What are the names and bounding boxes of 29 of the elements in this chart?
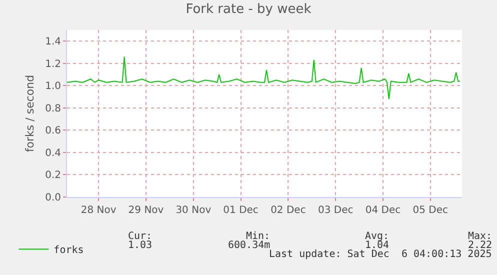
x-tick-label: 02 Dec bbox=[270, 205, 306, 216]
line-series bbox=[67, 56, 461, 100]
legend-label: forks bbox=[54, 244, 84, 256]
text: 1.03 bbox=[128, 240, 152, 251]
y-axis-title: forks / second bbox=[24, 74, 37, 152]
y-tick-label: 0.8 bbox=[45, 103, 61, 114]
x-tick-label: 28 Nov bbox=[80, 205, 116, 216]
y-tick-label: 0.2 bbox=[45, 170, 61, 182]
x-tick-label: 29 Nov bbox=[128, 205, 164, 216]
y-tick-label: 1.2 bbox=[45, 58, 61, 70]
text: 2.22 bbox=[468, 240, 492, 251]
chart-title: Fork rate - by week bbox=[186, 2, 312, 18]
text: Last update: Sat Dec 6 04:00:13 2025 bbox=[269, 249, 492, 260]
x-tick-label: 03 Dec bbox=[318, 205, 354, 216]
y-tick-label: 1.0 bbox=[45, 81, 61, 92]
x-tick-label: 05 Dec bbox=[412, 205, 448, 216]
y-tick-label: 0.6 bbox=[45, 126, 61, 137]
text: Avg: bbox=[365, 231, 390, 242]
y-tick-label: 1.4 bbox=[45, 36, 61, 48]
text: 600.34m bbox=[228, 240, 270, 251]
y-tick-label: 0.0 bbox=[45, 192, 61, 204]
text: Min: bbox=[246, 231, 270, 242]
x-tick-label: 04 Dec bbox=[365, 205, 401, 216]
x-tick-label: 01 Dec bbox=[223, 205, 258, 216]
y-tick-label: 0.4 bbox=[45, 148, 61, 159]
text: Cur: bbox=[128, 231, 152, 242]
text: Max: bbox=[468, 231, 492, 242]
text: 1.04 bbox=[365, 240, 390, 251]
x-tick-label: 30 Nov bbox=[176, 205, 212, 216]
